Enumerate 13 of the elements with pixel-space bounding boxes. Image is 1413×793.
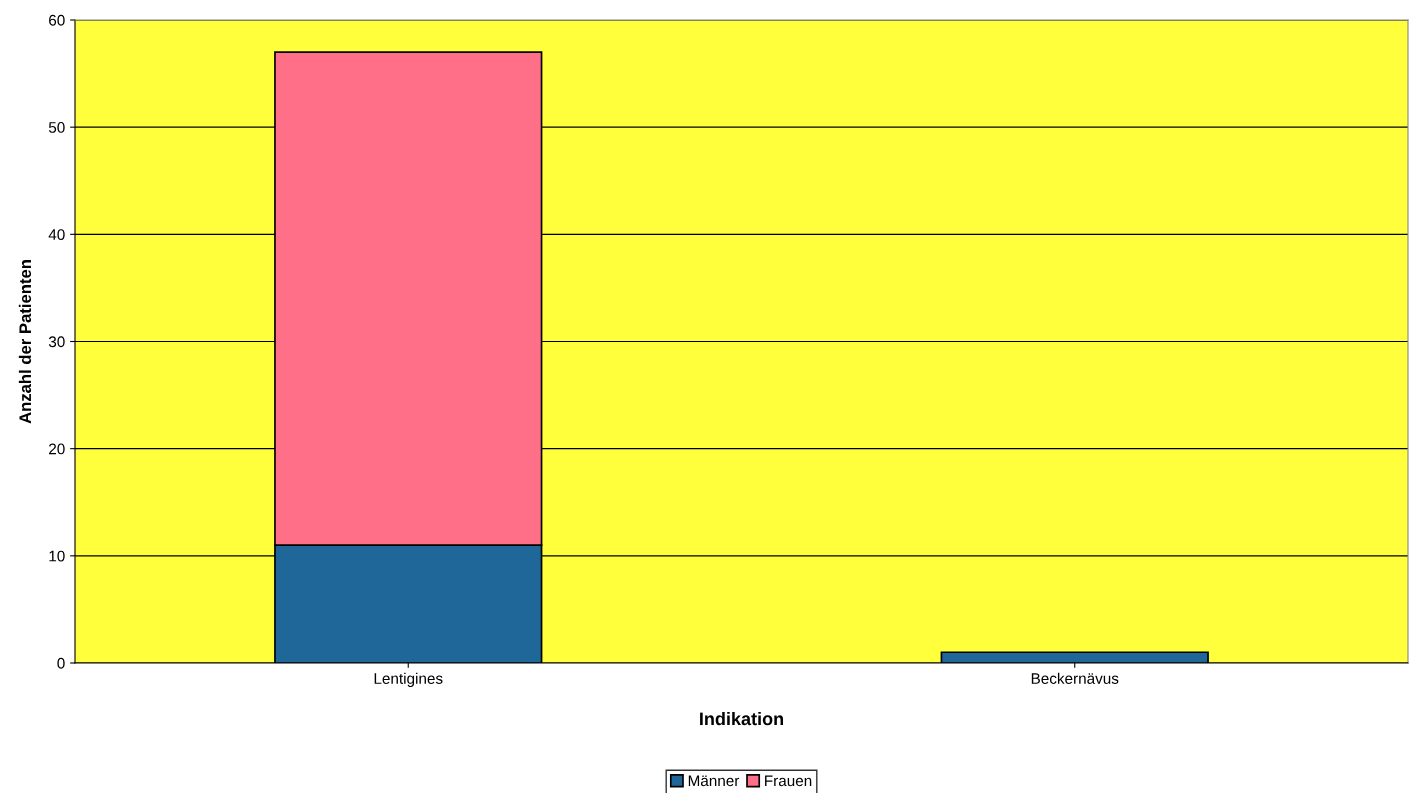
y-axis-title: Anzahl der Patienten: [18, 260, 32, 424]
y-tick-label: 60: [49, 14, 65, 26]
y-tick-label: 50: [48, 122, 65, 133]
y-tick-label: 40: [48, 229, 65, 241]
x-axis-title: Indikation: [700, 711, 784, 726]
legend-label: Männer: [688, 775, 740, 787]
y-tick-label: 10: [49, 550, 65, 562]
y-tick-label: 0: [57, 657, 65, 669]
x-tick-label: Lentigines: [374, 672, 443, 687]
y-tick-label: 30: [48, 336, 65, 348]
x-tick-label: Beckernävus: [1031, 672, 1119, 684]
legend-label: Frauen: [765, 775, 812, 787]
y-tick-label: 20: [49, 443, 65, 455]
